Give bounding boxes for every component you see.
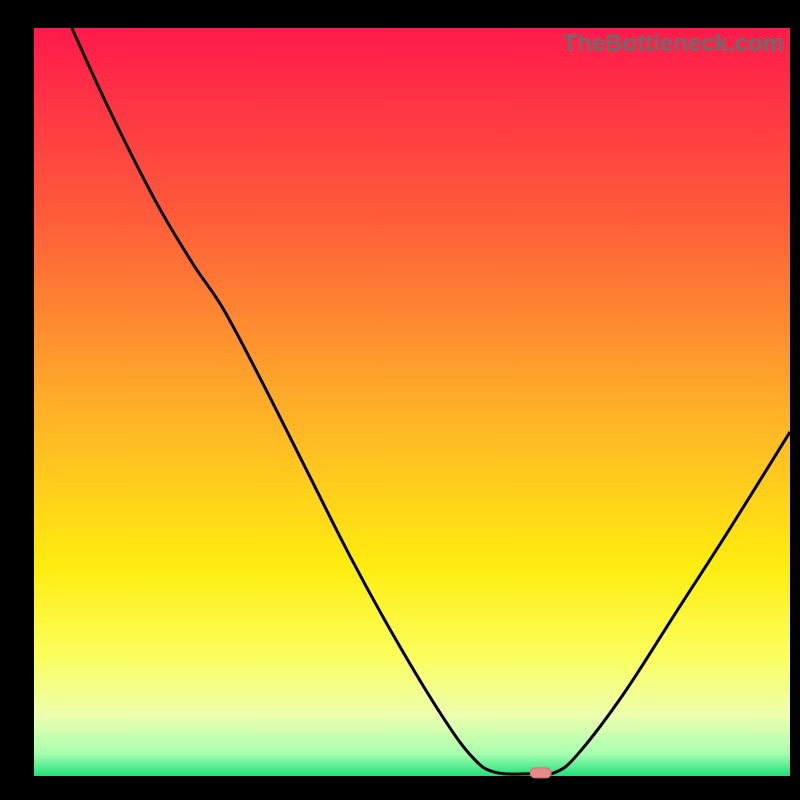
plot-area: TheBottleneck.com bbox=[34, 28, 790, 776]
bottleneck-curve bbox=[34, 28, 790, 776]
optimal-marker bbox=[529, 767, 552, 778]
curve-path bbox=[72, 28, 790, 774]
chart-frame: TheBottleneck.com bbox=[0, 0, 800, 800]
